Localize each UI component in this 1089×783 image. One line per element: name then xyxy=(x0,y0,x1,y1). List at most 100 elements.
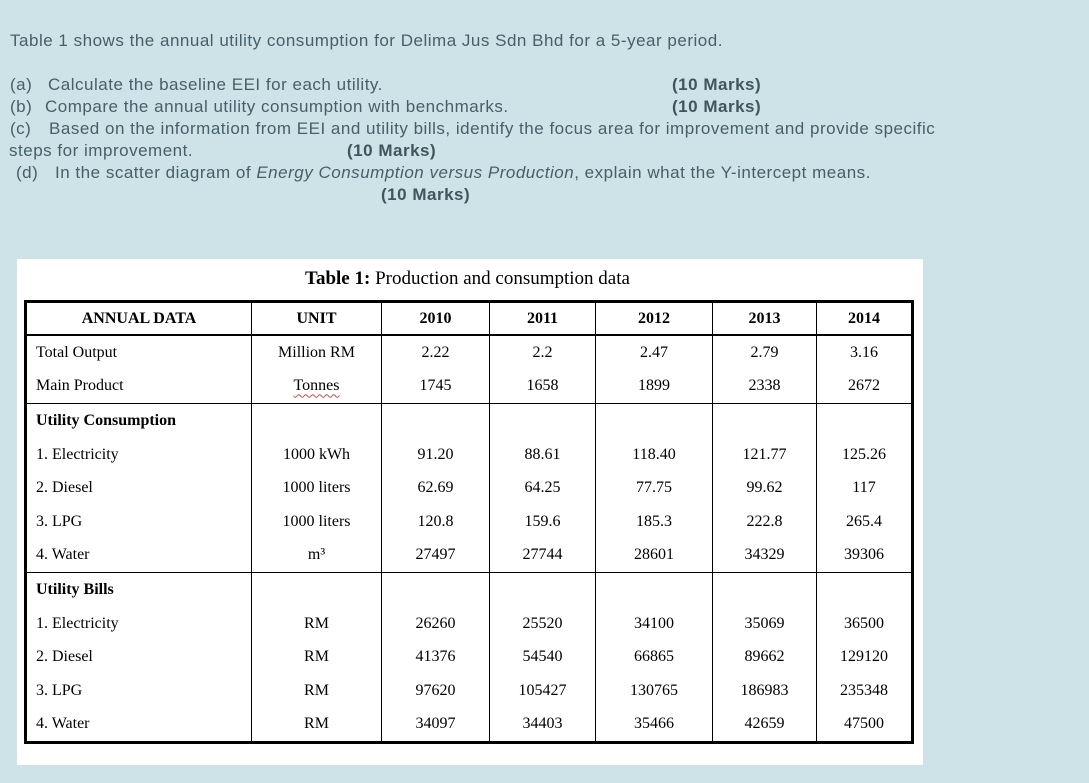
section-header-cell: Utility Bills xyxy=(25,572,252,607)
misspelled-word: Tonnes xyxy=(293,377,340,395)
value-cell: 41376 xyxy=(381,640,490,674)
question-block: Table 1 shows the annual utility consump… xyxy=(0,0,1089,240)
question-d-marks-line: (10 Marks) xyxy=(0,185,1089,207)
value-cell: 34100 xyxy=(595,606,713,641)
question-d-text-before: In the scatter diagram of xyxy=(55,163,257,182)
question-b-marks: (10 Marks) xyxy=(672,97,762,116)
value-cell: 99.62 xyxy=(712,471,817,505)
section-header-cell: Utility Consumption xyxy=(25,403,252,438)
value-cell: 1000 liters xyxy=(251,471,382,505)
empty-cell xyxy=(381,403,490,438)
table-row: 1. Electricity 1000 kWh 91.20 88.61 118.40 12… xyxy=(25,437,913,472)
row-label-cell: 4. Water xyxy=(25,707,252,743)
value-cell: 42659 xyxy=(712,707,817,743)
intro-text: Table 1 shows the annual utility consump… xyxy=(10,31,723,50)
data-table: ANNUAL DATA UNIT 2010 2011 2012 2013 2014 Tota… xyxy=(24,300,914,745)
question-a-text: Calculate the baseline EEI for each util… xyxy=(48,75,383,94)
value-cell: 89662 xyxy=(712,640,817,674)
table-row: Main Product Tonnes 1745 1658 1899 2338 2672 xyxy=(25,369,913,404)
question-d: (d) In the scatter diagram of Energy Con… xyxy=(0,163,1089,185)
value-cell: 125.26 xyxy=(816,437,913,472)
empty-cell xyxy=(712,572,817,607)
question-c-marks: (10 Marks) xyxy=(347,141,437,160)
question-c-text2: steps for improvement. xyxy=(9,141,194,160)
column-header: ANNUAL DATA xyxy=(25,301,252,336)
value-cell: 1745 xyxy=(381,369,490,404)
value-cell: 35466 xyxy=(595,707,713,743)
empty-cell xyxy=(595,572,713,607)
column-header: 2013 xyxy=(712,301,817,336)
row-label-cell: 3. LPG xyxy=(25,673,252,708)
value-cell: 2672 xyxy=(816,369,913,404)
row-label-cell: 2. Diesel xyxy=(25,471,252,505)
value-cell: Tonnes xyxy=(251,369,382,404)
table-row: 1. Electricity RM 26260 25520 34100 35069 3650… xyxy=(25,606,913,641)
column-header: UNIT xyxy=(251,301,382,336)
table-title-text: Production and consumption data xyxy=(370,268,630,289)
table-row: 3. LPG RM 97620 105427 130765 186983 235348 xyxy=(25,673,913,708)
value-cell: 47500 xyxy=(816,707,913,743)
value-cell: 88.61 xyxy=(489,437,596,472)
question-b-text: Compare the annual utility consumption w… xyxy=(45,97,509,116)
value-cell: 27744 xyxy=(489,538,596,573)
question-b-label: (b) xyxy=(10,97,33,116)
empty-cell xyxy=(595,403,713,438)
table-title-label: Table 1: xyxy=(305,268,371,289)
row-label-cell: Main Product xyxy=(25,369,252,404)
value-cell: 159.6 xyxy=(489,504,596,539)
value-cell: 39306 xyxy=(816,538,913,573)
value-cell: RM xyxy=(251,640,382,674)
intro-line: Table 1 shows the annual utility consump… xyxy=(0,31,1089,53)
column-header: 2010 xyxy=(381,301,490,336)
value-cell: 3.16 xyxy=(816,335,913,370)
section-header-row: Utility Bills xyxy=(25,572,913,607)
question-d-label: (d) xyxy=(16,163,39,182)
value-cell: 77.75 xyxy=(595,471,713,505)
table-row: 3. LPG 1000 liters 120.8 159.6 185.3 222.8 265… xyxy=(25,504,913,539)
table-row: 2. Diesel 1000 liters 62.69 64.25 77.75 99.62… xyxy=(25,471,913,505)
value-cell: 97620 xyxy=(381,673,490,708)
value-cell: 118.40 xyxy=(595,437,713,472)
value-cell: 265.4 xyxy=(816,504,913,539)
value-cell: 66865 xyxy=(595,640,713,674)
value-cell: 186983 xyxy=(712,673,817,708)
empty-cell xyxy=(816,403,913,438)
value-cell: 2.79 xyxy=(712,335,817,370)
question-a: (a) Calculate the baseline EEI for each … xyxy=(0,75,1089,97)
column-header: 2011 xyxy=(489,301,596,336)
value-cell: RM xyxy=(251,673,382,708)
value-cell: 35069 xyxy=(712,606,817,641)
row-label-cell: 3. LPG xyxy=(25,504,252,539)
value-cell: RM xyxy=(251,606,382,641)
value-cell: 2.22 xyxy=(381,335,490,370)
empty-cell xyxy=(816,572,913,607)
question-a-label: (a) xyxy=(10,75,33,94)
question-d-text-after: , explain what the Y-intercept means. xyxy=(574,163,871,182)
row-label-cell: 1. Electricity xyxy=(25,606,252,641)
value-cell: 222.8 xyxy=(712,504,817,539)
table-row: 4. Water RM 34097 34403 35466 42659 47500 xyxy=(25,707,913,743)
value-cell: 26260 xyxy=(381,606,490,641)
value-cell: 64.25 xyxy=(489,471,596,505)
value-cell: 120.8 xyxy=(381,504,490,539)
question-d-text: In the scatter diagram of Energy Consump… xyxy=(55,163,871,183)
table-panel: Table 1: Production and consumption data… xyxy=(17,259,923,765)
value-cell: 105427 xyxy=(489,673,596,708)
value-cell: 1899 xyxy=(595,369,713,404)
value-cell: 2.2 xyxy=(489,335,596,370)
value-cell: 34097 xyxy=(381,707,490,743)
value-cell: 91.20 xyxy=(381,437,490,472)
value-cell: 27497 xyxy=(381,538,490,573)
question-d-marks: (10 Marks) xyxy=(381,185,471,204)
table-row: Total Output Million RM 2.22 2.2 2.47 2.79 3.1… xyxy=(25,335,913,370)
value-cell: 34403 xyxy=(489,707,596,743)
row-label-cell: Total Output xyxy=(25,335,252,370)
row-label-cell: 1. Electricity xyxy=(25,437,252,472)
value-cell: 185.3 xyxy=(595,504,713,539)
row-label-cell: 4. Water xyxy=(25,538,252,573)
value-cell: Million RM xyxy=(251,335,382,370)
question-c-text1: Based on the information from EEI and ut… xyxy=(49,119,936,138)
row-label-cell: 2. Diesel xyxy=(25,640,252,674)
empty-cell xyxy=(489,403,596,438)
